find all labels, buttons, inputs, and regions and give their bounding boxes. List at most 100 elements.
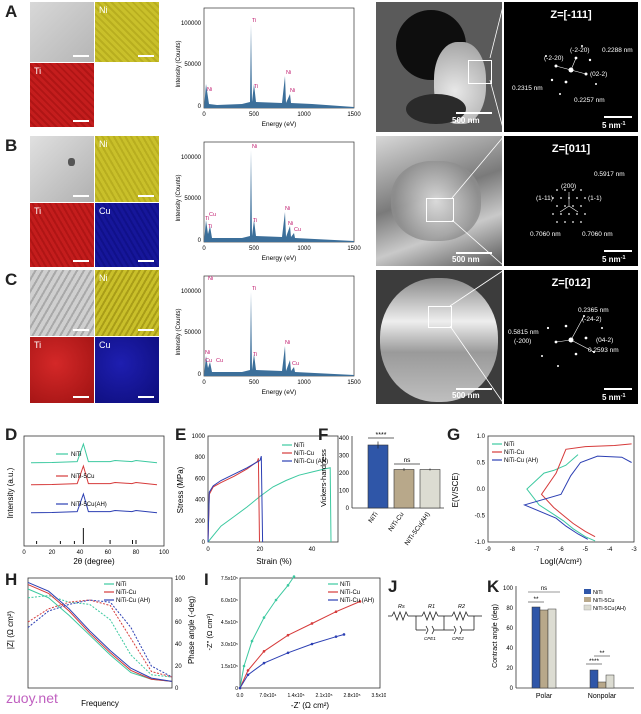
- tick-label: 20: [506, 666, 513, 672]
- nyquist-point: [342, 633, 346, 636]
- peak-label: Ni: [208, 276, 213, 282]
- ti-map-b: Ti: [30, 203, 94, 267]
- legend-entry: NiTi-Cu (AH): [504, 458, 538, 464]
- tick-label: 1000: [297, 112, 311, 118]
- bar: [605, 674, 615, 689]
- peak-label: Ti: [205, 216, 209, 222]
- tick-label: 40: [309, 547, 316, 553]
- axis-label-x: 2θ (degree): [73, 557, 115, 566]
- scale-label: 5 nm-1: [602, 393, 626, 402]
- tick-label: 50000: [184, 196, 201, 202]
- nyquist-point: [250, 639, 254, 643]
- scale-bar: [456, 252, 492, 254]
- scale-label: 500 nm: [452, 255, 480, 264]
- zone-axis: Z=[011]: [552, 143, 591, 155]
- legend-entry: NiTi-5Cu: [71, 474, 94, 480]
- tick-label: 200: [339, 471, 350, 477]
- tick-label: 100000: [181, 289, 202, 295]
- impedance-line: [27, 581, 173, 682]
- plane-label: (1-11): [536, 195, 553, 202]
- axis-label-x: Frequency: [81, 699, 119, 708]
- tick-label: 100: [175, 576, 186, 582]
- tick-label: 500: [249, 112, 260, 118]
- tick-label: 0: [202, 380, 206, 386]
- chart-g-polarization: E(V/SCE) -1.0 -0.5 0.0 0.5 1.0 -9 -8 -7 -6 -5 -4 -3…: [451, 434, 637, 566]
- tick-label: 100: [159, 550, 170, 556]
- tick-label: -8: [510, 547, 516, 553]
- plane-label: (200): [561, 183, 576, 190]
- tick-label: 6.0x10⁵: [221, 598, 238, 604]
- map-label: Ti: [34, 66, 42, 76]
- tick-label: 7.0x10⁴: [259, 693, 276, 699]
- spacing-label: 0.2257 nm: [574, 97, 605, 104]
- map-label: Ni: [99, 273, 108, 283]
- tick-label: -3: [631, 547, 637, 553]
- tick-label: 1.5x10⁵: [221, 664, 238, 670]
- peak-label: Ti: [253, 352, 257, 358]
- tick-label: 2.8x10⁵: [343, 693, 360, 699]
- axis-label-x: Energy (eV): [262, 255, 297, 262]
- nyquist-point: [286, 651, 290, 655]
- axis-label-y: Intensity (a.u.): [6, 467, 15, 518]
- map-label: Ni: [99, 139, 108, 149]
- significance-label: **: [533, 596, 539, 603]
- panel-label-h: H: [5, 570, 18, 589]
- chart-i-nyquist: -Z" (Ω cm²) 0 1.5x10⁵ 3.0x10⁵ 4.5x10⁵ 6.0x10…: [205, 575, 386, 710]
- tick-label: 0: [202, 246, 206, 252]
- tick-label: 40: [506, 646, 513, 652]
- legend-entry: NiTi-5Cu(AH): [593, 606, 626, 612]
- spacing-label: 0.5815 nm: [508, 329, 539, 336]
- axis-label-y: |Z| (Ω cm²): [6, 611, 15, 649]
- tick-label: 20: [257, 547, 264, 553]
- tick-label: 0.5: [477, 461, 486, 467]
- nyquist-point: [242, 664, 246, 668]
- peak-label: Ni: [285, 206, 290, 212]
- saed-pattern-c: Z=[012] 0.2365 nm (-24-2) 0.5815 nm (-20…: [504, 270, 638, 404]
- tick-label: -0.5: [475, 514, 486, 520]
- circuit-label: CPE1: [424, 636, 436, 641]
- tick-label: 0: [510, 686, 514, 692]
- tick-label: 40: [77, 550, 84, 556]
- tick-label: 1000: [297, 380, 311, 386]
- plane-label: (02-2): [590, 71, 607, 78]
- significance-label: ns: [541, 586, 547, 592]
- peak-label: Ni: [288, 221, 293, 227]
- chart-k-contact-angle: Contract angle (deg) 0 20 40 60 80 100 Polar No…: [492, 586, 634, 700]
- tem-image-c: 500 nm: [376, 270, 502, 404]
- axis-label-x: LogI(A/cm²): [540, 557, 582, 566]
- spacing-label: 0.2288 nm: [602, 47, 633, 54]
- category-label: NiTi-5Cu(AH): [404, 511, 432, 547]
- panel-label-f: F: [318, 425, 329, 444]
- tick-label: -6: [558, 547, 564, 553]
- tick-label: 20: [175, 664, 182, 670]
- tick-label: 3.5x10⁵: [371, 693, 386, 699]
- tick-label: 1500: [347, 112, 361, 118]
- nyquist-point: [358, 600, 362, 603]
- tick-label: 50000: [184, 62, 201, 68]
- legend-entry: NiTi: [116, 582, 126, 588]
- tick-label: 400: [339, 436, 350, 442]
- chart-d-xrd: Intensity (a.u.) 0 20 40 60 80 100 NiTi NiTi-…: [6, 435, 170, 566]
- stress-strain-line: [207, 458, 260, 543]
- eds-spectrum-b: Intensity (Counts) 0 50000 100000 Ni Ti …: [176, 141, 361, 262]
- circuit-label: Rs: [398, 604, 405, 610]
- category-label: Polar: [536, 693, 553, 700]
- phase-line: [27, 599, 173, 678]
- tick-label: 500: [249, 380, 260, 386]
- cu-map-c: Cu: [95, 337, 159, 403]
- scale-label: 5 nm-1: [602, 121, 626, 130]
- peak-label: Cu: [216, 358, 223, 364]
- tick-label: 500: [249, 246, 260, 252]
- axis-label-y: Vickers-hardness: [319, 449, 328, 507]
- tick-label: 50000: [184, 330, 201, 336]
- significance-label: **: [599, 650, 605, 657]
- category-label: Nonpolar: [588, 693, 617, 700]
- peak-label: Ti: [208, 224, 212, 230]
- tick-label: 1500: [347, 246, 361, 252]
- spacing-label: 0.2365 nm: [578, 307, 609, 314]
- significance-label: ns: [404, 457, 412, 464]
- peak-label: Ni: [290, 88, 295, 94]
- tick-label: 80: [506, 606, 513, 612]
- map-label: Ni: [99, 5, 108, 15]
- ni-map-c: Ni: [95, 270, 159, 336]
